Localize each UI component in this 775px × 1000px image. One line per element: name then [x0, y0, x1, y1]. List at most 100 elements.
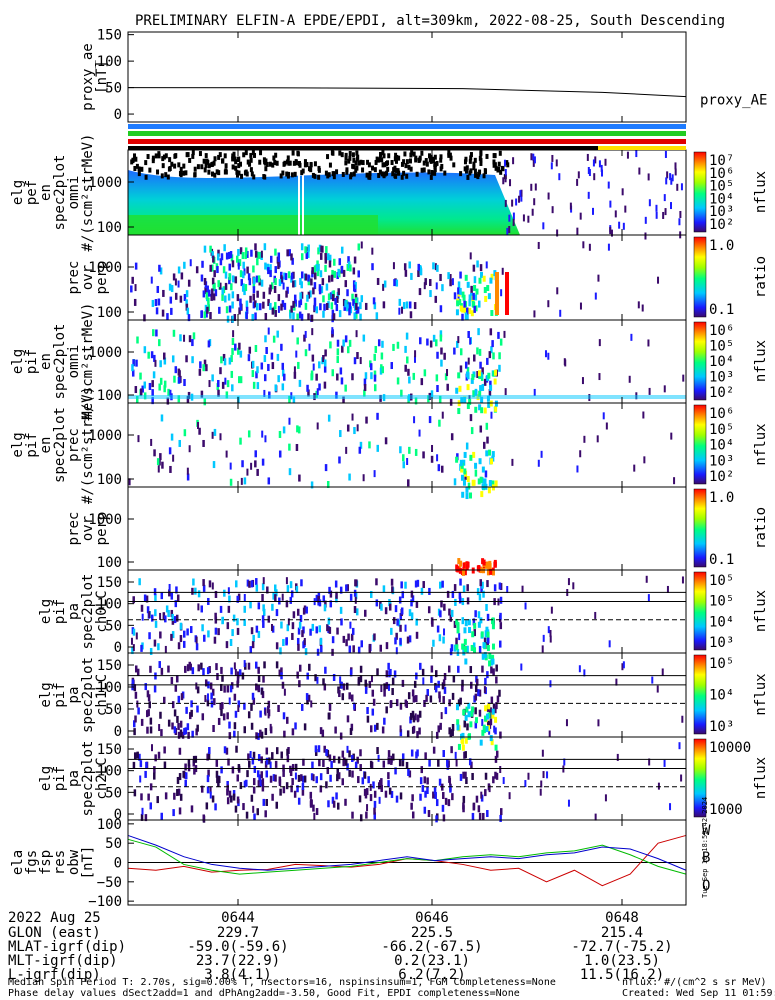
cell [313, 272, 317, 280]
cell [413, 355, 416, 363]
cell [374, 159, 378, 165]
cell [369, 590, 373, 598]
cell [484, 562, 488, 569]
cell [311, 623, 315, 631]
ylabel-line: spec2plot [80, 741, 96, 817]
cell [450, 433, 454, 441]
cell [641, 304, 644, 312]
cell [328, 703, 332, 711]
cell [285, 171, 289, 177]
ylabel-line: perp [94, 261, 110, 295]
cell [461, 643, 465, 650]
cell [472, 165, 476, 171]
cell [396, 168, 400, 174]
cell [319, 270, 323, 278]
cell [469, 454, 473, 461]
cell [271, 793, 274, 801]
ylabel-line: elg [10, 349, 26, 374]
cell [292, 300, 295, 308]
cell [455, 309, 459, 316]
panel-frame [127, 736, 687, 821]
cell [461, 491, 465, 498]
cell [294, 772, 297, 780]
cell [453, 584, 457, 592]
cell [289, 311, 292, 319]
cell [334, 297, 337, 305]
cell [318, 361, 321, 369]
cell [312, 287, 315, 295]
cell [505, 160, 509, 166]
cell [372, 781, 375, 789]
cell [368, 643, 372, 651]
ylabel-line: res [52, 850, 68, 875]
cell [394, 605, 398, 613]
colorbar-tick: 10³ [709, 204, 734, 220]
cell [346, 289, 349, 297]
cell [349, 306, 353, 314]
cell [163, 696, 166, 704]
cell [635, 150, 638, 158]
cell [303, 775, 307, 783]
cell [267, 299, 270, 307]
cell [481, 719, 484, 727]
cell [628, 375, 631, 383]
y-tick-label: 150 [97, 658, 122, 674]
cell [298, 664, 302, 672]
cell [432, 746, 436, 754]
cell [256, 382, 260, 390]
series-line-O [127, 834, 687, 871]
cell [479, 361, 482, 369]
mlt-0: 23.7(22.9) [196, 953, 280, 969]
cell [472, 264, 476, 272]
cell [128, 478, 131, 486]
cell [549, 629, 552, 637]
cell [450, 644, 454, 652]
cell [252, 634, 255, 642]
cell [300, 281, 303, 289]
cell [355, 608, 359, 616]
cell [158, 458, 161, 466]
cell [468, 294, 472, 301]
cell [542, 222, 545, 230]
cell [151, 380, 154, 388]
cell [425, 161, 429, 167]
colorbar-tick: 10³ [709, 635, 734, 651]
cell [485, 626, 489, 633]
cell [321, 245, 324, 253]
cell [449, 279, 452, 287]
cell [348, 473, 351, 481]
cell [512, 212, 515, 220]
cell [587, 191, 590, 199]
cell [367, 776, 370, 784]
cell [491, 451, 495, 458]
cell [269, 775, 273, 783]
cell [226, 797, 230, 805]
cell [143, 314, 146, 322]
cell [296, 637, 300, 645]
cell [173, 726, 177, 734]
lc-lines-elc-pif-pa-ch2LC [128, 758, 686, 788]
cell [550, 606, 553, 614]
cell [332, 313, 336, 321]
cell [478, 390, 482, 397]
cell [206, 667, 210, 675]
footer-note-2: Phase delay values dSect2add=1 and dPhAn… [8, 988, 520, 999]
cell [352, 753, 355, 761]
cell [184, 772, 188, 780]
cell [483, 287, 487, 294]
cell [452, 162, 456, 168]
cell [346, 715, 350, 723]
cell [134, 715, 137, 723]
cell [213, 172, 217, 178]
y-tick-label: 100 [97, 555, 122, 571]
cell [422, 677, 425, 685]
colorbar-tick: 10⁵ [709, 656, 734, 672]
cell [469, 414, 473, 422]
cell [267, 615, 271, 623]
cell [286, 249, 289, 257]
cell [221, 702, 224, 710]
cell [567, 799, 570, 807]
ylabel-line: pa [66, 687, 82, 704]
cell [421, 784, 425, 792]
cell [531, 208, 534, 216]
